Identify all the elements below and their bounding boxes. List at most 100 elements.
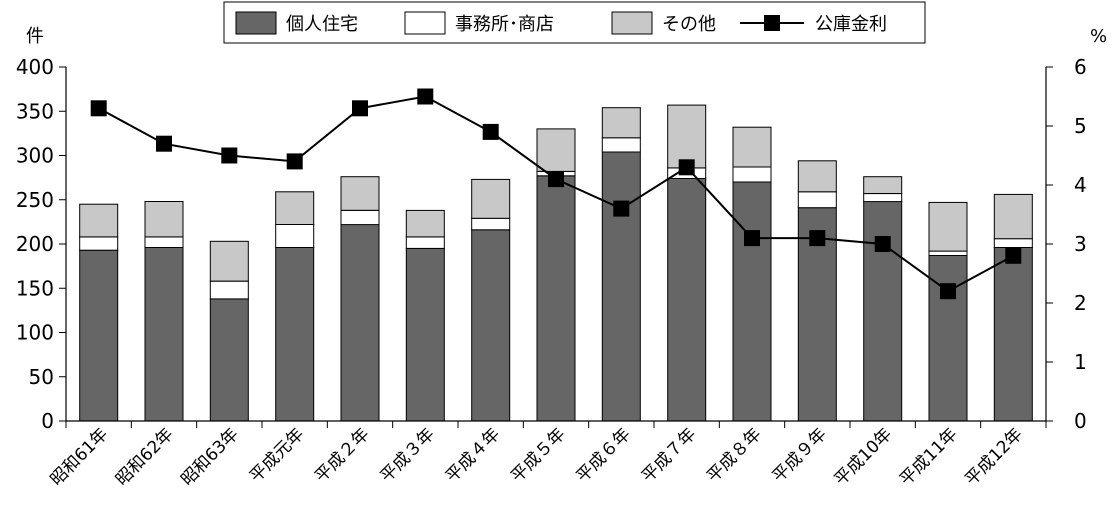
bar-segment <box>209 240 249 282</box>
bar-segment <box>405 236 445 249</box>
left-axis-ticks: 0 50 100 150 200 250 300 350 400 <box>16 55 66 433</box>
legend-label: その他 <box>662 14 716 35</box>
right-tick-label: 0 <box>1074 409 1087 433</box>
bar-segment <box>209 298 249 422</box>
bar-segment <box>79 236 119 251</box>
bar-segment <box>471 178 511 219</box>
legend-label: 個人住宅 <box>286 14 358 35</box>
bar-segment <box>471 217 511 231</box>
right-tick-label: 5 <box>1074 114 1087 138</box>
bar-segment <box>667 104 707 169</box>
bar-segment <box>340 209 380 226</box>
bar-segment <box>863 193 903 203</box>
left-tick-label: 250 <box>16 188 54 212</box>
interest-rate-marker <box>417 88 434 105</box>
line-layer <box>90 88 1022 300</box>
interest-rate-marker <box>482 123 499 140</box>
x-tick-label: 平成３年 <box>377 424 439 486</box>
bar-segment <box>993 193 1033 240</box>
interest-rate-marker <box>221 147 238 164</box>
left-tick-label: 200 <box>16 232 54 256</box>
left-axis-unit: 件 <box>26 26 44 47</box>
bar-segment <box>863 201 903 422</box>
bar-segment <box>601 151 641 422</box>
bar-segment <box>993 247 1033 422</box>
bar-segment <box>732 126 772 168</box>
bar-segment <box>405 247 445 422</box>
left-tick-label: 0 <box>41 409 54 433</box>
bar-segment <box>275 224 315 248</box>
x-tick-label: 平成７年 <box>638 424 700 486</box>
right-tick-label: 6 <box>1074 55 1087 79</box>
left-tick-label: 350 <box>16 99 54 123</box>
x-tick-label: 平成４年 <box>442 424 504 486</box>
interest-rate-marker <box>90 100 107 117</box>
legend-label: 公庫金利 <box>815 14 887 35</box>
x-tick-label: 昭和63年 <box>177 424 243 490</box>
legend-label: 事務所･商店 <box>455 14 554 35</box>
interest-rate-marker <box>940 283 956 300</box>
interest-rate-marker <box>156 135 172 152</box>
legend-box <box>223 1 926 44</box>
bar-segment <box>275 191 315 226</box>
bar-segment <box>144 201 184 238</box>
interest-rate-marker <box>548 171 564 188</box>
bar-segment <box>993 238 1033 248</box>
x-tick-label: 昭和61年 <box>47 424 113 490</box>
x-tick-label: 平成元年 <box>246 424 308 486</box>
right-axis-ticks: 0 1 2 3 4 5 6 <box>1046 55 1087 433</box>
legend: 個人住宅 事務所･商店 その他 公庫金利 <box>223 1 926 44</box>
right-tick-label: 4 <box>1074 173 1087 197</box>
bar-segment <box>536 128 576 172</box>
left-tick-label: 50 <box>29 365 54 389</box>
left-tick-label: 150 <box>16 276 54 300</box>
bar-segment <box>667 178 707 422</box>
x-tick-label: 平成６年 <box>573 424 635 486</box>
x-tick-label: 昭和62年 <box>112 424 178 490</box>
bar-segment <box>275 247 315 422</box>
bar-segment <box>536 175 576 422</box>
bar-segment <box>209 280 249 300</box>
legend-line-marker <box>764 15 780 31</box>
bar-segment <box>340 224 380 422</box>
bar-segment <box>797 160 837 193</box>
interest-rate-marker <box>744 230 760 247</box>
interest-rate-marker <box>809 230 826 247</box>
interest-rate-marker <box>678 159 695 176</box>
left-tick-label: 400 <box>16 55 54 79</box>
bar-segment <box>405 209 445 238</box>
bar-segment <box>601 107 641 139</box>
bar-segment <box>144 247 184 422</box>
bar-segment <box>797 191 837 209</box>
right-tick-label: 1 <box>1074 350 1087 374</box>
x-tick-label: 平成10年 <box>831 424 897 490</box>
bar-segment <box>79 249 119 422</box>
x-tick-label: 平成２年 <box>311 424 373 486</box>
legend-swatch <box>611 11 653 35</box>
bar-segment <box>732 181 772 422</box>
right-tick-label: 2 <box>1074 291 1087 315</box>
left-tick-label: 100 <box>16 321 54 345</box>
interest-rate-marker <box>1005 247 1022 264</box>
bar-segment <box>79 203 119 238</box>
bar-segment <box>863 176 903 194</box>
interest-rate-marker <box>874 236 891 252</box>
x-axis-labels: 昭和61年 昭和62年 昭和63年 平成元年 平成２年 平成３年 平成４年 平成５年 平成６年平… <box>47 424 1027 490</box>
bar-segment <box>340 176 380 211</box>
x-tick-label: 平成５年 <box>507 424 569 486</box>
x-tick-label: 平成12年 <box>961 424 1027 490</box>
legend-swatch <box>235 11 277 35</box>
legend-swatch <box>404 11 446 35</box>
right-tick-label: 3 <box>1074 232 1087 256</box>
interest-rate-marker <box>352 100 368 117</box>
bar-segment <box>144 236 184 248</box>
bar-segment <box>928 201 968 252</box>
x-tick-label: 平成８年 <box>703 424 765 486</box>
x-tick-label: 平成11年 <box>896 424 962 490</box>
bar-segment <box>601 137 641 153</box>
bar-segment <box>732 166 772 183</box>
bar-segment <box>928 255 968 422</box>
interest-rate-marker <box>286 153 303 170</box>
bar-segment <box>928 250 968 257</box>
